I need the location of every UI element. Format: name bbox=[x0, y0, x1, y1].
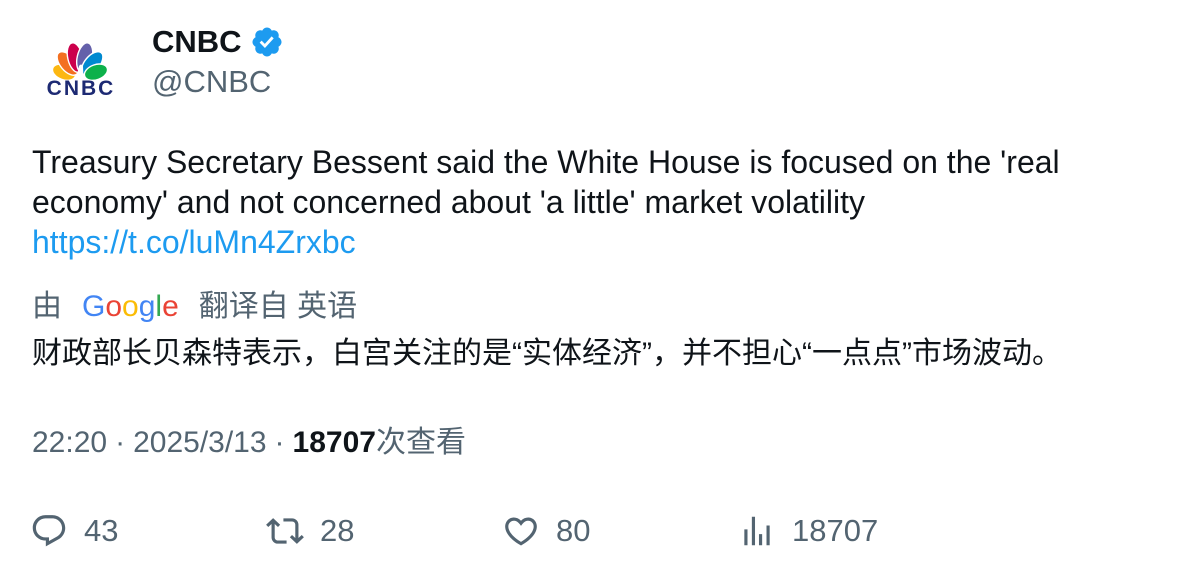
reply-count: 43 bbox=[84, 513, 119, 548]
meta-separator: · bbox=[274, 426, 285, 459]
tweet-link[interactable]: https://t.co/luMn4Zrxbc bbox=[32, 224, 356, 260]
like-button[interactable]: 80 bbox=[502, 511, 738, 551]
views-action-count: 18707 bbox=[792, 513, 879, 548]
google-logo-letter: o bbox=[122, 290, 139, 323]
avatar-logo-text: CNBC bbox=[47, 77, 116, 100]
retweet-icon bbox=[266, 518, 304, 544]
cnbc-peacock-logo: CNBC bbox=[47, 42, 116, 100]
translated-text: 财政部长贝森特表示，白宫关注的是“实体经济”，并不担心“一点点”市场波动。 bbox=[32, 337, 1062, 370]
meta-separator: · bbox=[115, 426, 126, 459]
google-logo-letter: l bbox=[155, 290, 163, 323]
retweet-count: 28 bbox=[320, 513, 355, 548]
like-count: 80 bbox=[556, 513, 591, 548]
tweet-meta: 22:20 · 2025/3/13 · 18707次查看 bbox=[32, 423, 466, 463]
tweet-body: Treasury Secretary Bessent said the Whit… bbox=[32, 144, 1060, 220]
timestamp-link[interactable]: 22:20 · 2025/3/13 bbox=[32, 423, 267, 463]
author-name[interactable]: CNBC bbox=[152, 24, 242, 59]
google-logo-letter: G bbox=[82, 290, 106, 323]
reply-button[interactable]: 43 bbox=[30, 511, 266, 551]
author-name-row: CNBC bbox=[152, 22, 284, 62]
views-count: 18707 bbox=[292, 426, 376, 459]
translation-attribution: 由 Google 翻译自 英语 bbox=[32, 287, 357, 327]
views-stat[interactable]: 18707次查看 bbox=[293, 423, 466, 463]
google-logo-letter: o bbox=[105, 290, 123, 323]
tweet-text: Treasury Secretary Bessent said the Whit… bbox=[32, 142, 1132, 262]
author-handle[interactable]: @CNBC bbox=[152, 64, 272, 99]
feather-green bbox=[83, 63, 109, 82]
verified-badge-icon[interactable] bbox=[250, 25, 284, 59]
tweet-date: 2025/3/13 bbox=[133, 426, 267, 459]
avatar[interactable]: CNBC bbox=[40, 28, 120, 108]
translation-source-language: 翻译自 英语 bbox=[198, 290, 358, 323]
translation-prefix: 由 bbox=[32, 290, 62, 323]
views-icon bbox=[744, 516, 770, 546]
action-bar: 43 28 80 18707 bbox=[30, 511, 974, 551]
peacock-body bbox=[76, 64, 84, 78]
google-logo-letter: e bbox=[162, 290, 179, 323]
views-button[interactable]: 18707 bbox=[738, 511, 974, 551]
heart-icon bbox=[505, 517, 537, 546]
reply-icon bbox=[32, 515, 66, 547]
retweet-button[interactable]: 28 bbox=[266, 511, 502, 551]
google-logo: Google bbox=[82, 287, 179, 327]
google-logo-letter: g bbox=[138, 290, 156, 323]
tweet-time: 22:20 bbox=[32, 426, 108, 459]
views-label: 次查看 bbox=[375, 426, 466, 459]
